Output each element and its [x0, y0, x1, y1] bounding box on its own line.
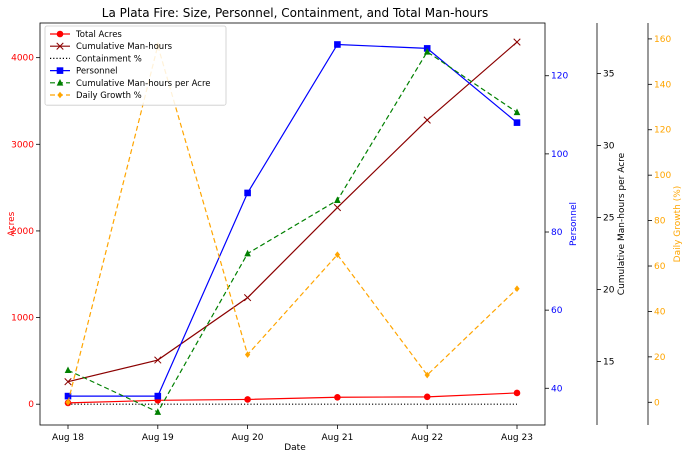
legend-entry: Containment %: [50, 54, 142, 64]
y-tick-label-personnel: 120: [551, 72, 568, 82]
y-tick-label-daily_growth: 160: [654, 35, 671, 45]
series-line: [67, 392, 518, 404]
legend-marker: [56, 42, 64, 50]
data-point: [154, 356, 162, 364]
y-tick-label-daily_growth: 140: [654, 80, 671, 90]
legend-label: Daily Growth %: [76, 91, 142, 101]
data-point: [514, 285, 520, 293]
legend-box: [44, 25, 227, 106]
y-tick-label-personnel: 60: [551, 306, 563, 316]
y-axis-label-manhours_per_acre: Cumulative Man-hours per Acre: [617, 152, 627, 295]
data-point: [513, 389, 521, 397]
series-line: [67, 41, 518, 383]
data-point: [423, 116, 431, 124]
legend-marker: [56, 79, 64, 86]
x-tick-label: Aug 22: [411, 433, 443, 443]
data-point: [244, 189, 251, 197]
y-tick-label-left: 1000: [11, 314, 34, 324]
data-point: [513, 38, 521, 46]
legend-label: Containment %: [76, 54, 142, 64]
data-point: [334, 393, 341, 401]
legend-entry: Cumulative Man-hours per Acre: [50, 79, 211, 89]
y-axis-label-daily_growth: Daily Growth (%): [673, 186, 683, 263]
y-tick-label-daily_growth: 20: [654, 353, 666, 363]
data-point: [154, 408, 162, 415]
data-point: [64, 392, 72, 400]
data-point: [244, 249, 251, 257]
series-line: [68, 43, 518, 397]
data-point: [64, 366, 72, 374]
y-tick-label-personnel: 40: [551, 384, 563, 394]
y-tick-label-personnel: 80: [551, 228, 563, 238]
data-point: [64, 378, 72, 386]
x-tick-label: Aug 19: [142, 433, 174, 443]
data-point: [334, 196, 341, 204]
y-tick-label-daily_growth: 40: [654, 307, 666, 317]
y-tick-label-manhours_per_acre: 30: [603, 141, 615, 151]
data-point: [244, 351, 251, 358]
data-point: [334, 251, 341, 258]
legend: Total Acres Cumulative Man-hours Containme…: [44, 25, 227, 106]
legend-marker: [57, 91, 63, 99]
data-point: [154, 392, 162, 400]
y-axis-label-personnel: Personnel: [569, 202, 579, 246]
x-tick-label: Aug 21: [321, 433, 353, 443]
y-tick-label-manhours_per_acre: 20: [603, 286, 615, 296]
data-point: [423, 393, 431, 401]
y-tick-label-daily_growth: 0: [654, 398, 660, 408]
x-tick-label: Aug 23: [501, 433, 533, 443]
y-tick-label-manhours_per_acre: 15: [603, 358, 614, 368]
legend-label: Personnel: [76, 67, 118, 77]
data-point: [423, 48, 431, 55]
series-layer: [64, 38, 521, 415]
series-line: [67, 50, 518, 413]
x-axis: Aug 18 Aug 19 Aug 20 Aug 21 Aug 22 Aug 23: [52, 425, 533, 443]
data-point: [513, 108, 521, 116]
data-point: [333, 203, 342, 212]
data-point: [243, 293, 252, 302]
data-point: [334, 41, 341, 48]
y-tick-label-daily_growth: 100: [654, 171, 671, 181]
legend-label: Total Acres: [75, 30, 122, 40]
legend-entry: Cumulative Man-hours: [50, 42, 173, 52]
y-tick-label-left: 3000: [11, 140, 34, 150]
legend-entry: Personnel: [50, 67, 118, 77]
series-cumulative-man-hours: [64, 38, 521, 386]
y-axes: 01000200030004000Acres406080100120Person…: [7, 23, 683, 425]
legend-entry: Total Acres: [50, 30, 122, 40]
y-tick-label-left: 0: [28, 400, 34, 410]
legend-marker: [56, 30, 64, 38]
data-point: [424, 371, 430, 379]
legend-marker: [56, 67, 64, 74]
y-tick-label-left: 2000: [11, 227, 34, 237]
y-tick-label-personnel: 100: [551, 150, 568, 160]
y-tick-label-left: 4000: [11, 54, 34, 64]
y-axis-label-left: Acres: [7, 211, 17, 236]
data-point: [244, 396, 251, 403]
y-tick-label-daily_growth: 60: [654, 262, 666, 272]
y-tick-label-daily_growth: 80: [654, 217, 666, 227]
data-point: [513, 119, 521, 126]
plot-frame: [39, 22, 546, 426]
legend-entry: Daily Growth %: [50, 91, 142, 101]
plot-area-border: [39, 22, 546, 426]
series-cumulative-man-hours-per-acre: [64, 48, 521, 415]
legend-label: Cumulative Man-hours: [76, 42, 173, 52]
data-point: [65, 398, 71, 406]
legend-label: Cumulative Man-hours per Acre: [76, 79, 211, 89]
y-tick-label-manhours_per_acre: 35: [603, 69, 614, 79]
x-axis-label: Date: [284, 443, 306, 453]
y-tick-label-daily_growth: 120: [654, 126, 671, 136]
y-tick-label-manhours_per_acre: 25: [603, 214, 614, 224]
chart-title: La Plata Fire: Size, Personnel, Containm…: [102, 6, 488, 20]
x-tick-label: Aug 20: [232, 433, 264, 443]
x-tick-label: Aug 18: [52, 433, 84, 443]
